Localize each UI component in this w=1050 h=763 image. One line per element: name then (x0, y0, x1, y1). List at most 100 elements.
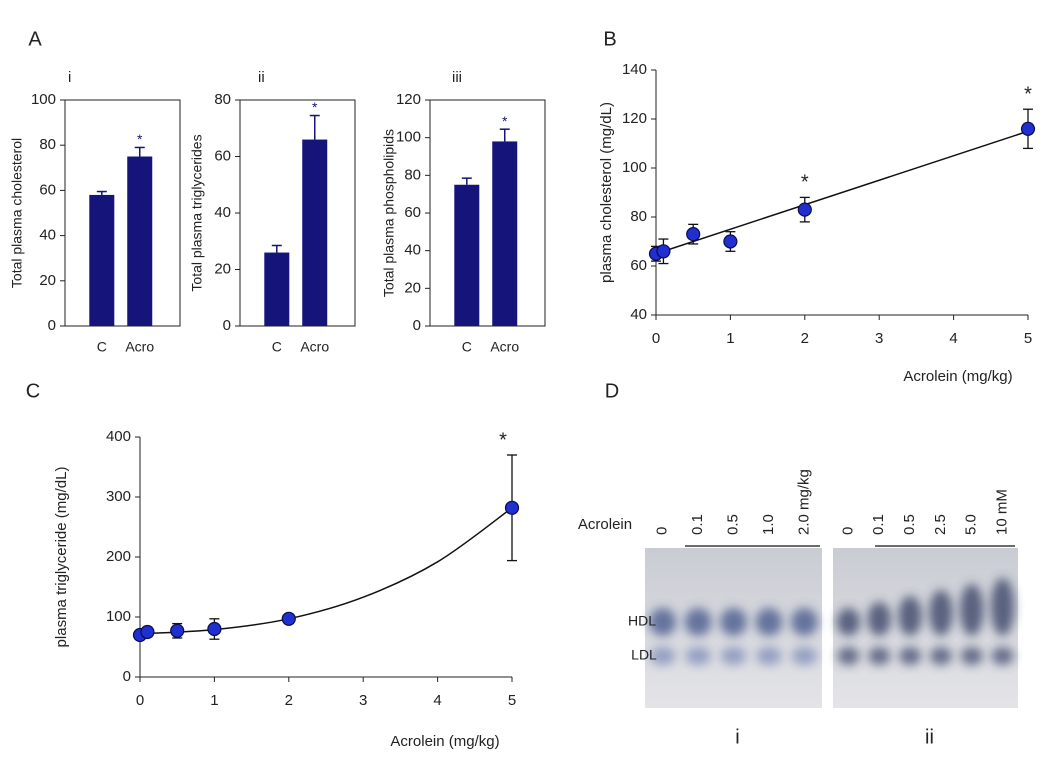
gel-band (720, 608, 747, 636)
gel-band (867, 602, 891, 636)
y-axis-label: plasma triglyceride (mg/dL) (53, 467, 70, 648)
y-tick-label: 100 (622, 159, 647, 176)
y-tick-label: 100 (106, 608, 131, 625)
data-point (1020, 121, 1036, 136)
lane-label: 2.5 (932, 514, 949, 535)
y-tick-label: 0 (413, 317, 421, 334)
significance-mark: * (137, 131, 143, 147)
gel-band (898, 647, 922, 665)
subtitle: i (68, 69, 71, 86)
y-axis-label: Total plasma phospholipids (381, 129, 397, 297)
category-label: C (97, 339, 107, 355)
lane-label: 0 (839, 527, 856, 535)
bar (454, 184, 480, 326)
x-tick-label: 5 (1024, 330, 1032, 347)
data-point (797, 202, 812, 217)
data-point (504, 500, 520, 515)
lane-label: 0.5 (901, 514, 918, 535)
y-tick-label: 140 (622, 61, 647, 78)
gel-label: i (735, 726, 739, 748)
gel-band (837, 647, 860, 665)
significance-mark: * (499, 429, 507, 451)
y-tick-label: 40 (39, 227, 56, 244)
gel-label: ii (925, 726, 934, 748)
x-tick-label: 1 (210, 692, 218, 709)
gel-band (836, 608, 861, 636)
lane-label: 10 mM (994, 489, 1011, 535)
gel-band (720, 647, 747, 665)
gel-band (685, 647, 711, 665)
subtitle: ii (258, 69, 265, 86)
x-tick-label: 1 (726, 330, 734, 347)
category-label: Acro (125, 339, 154, 355)
gel-band (929, 647, 953, 665)
y-tick-label: 0 (123, 668, 131, 685)
y-tick-label: 60 (404, 204, 421, 221)
y-tick-label: 80 (630, 208, 647, 225)
y-tick-label: 120 (396, 91, 421, 108)
gel-band (929, 590, 953, 636)
y-axis-label: Total plasma triglycerides (189, 134, 205, 291)
significance-mark: * (801, 172, 809, 194)
y-tick-label: 0 (223, 317, 231, 334)
y-tick-label: 80 (214, 91, 231, 108)
significance-mark: * (502, 113, 508, 129)
x-tick-label: 2 (285, 692, 293, 709)
gel-band (684, 608, 712, 636)
gel-band (960, 647, 983, 665)
bar (89, 194, 115, 326)
y-tick-label: 20 (39, 272, 56, 289)
gel-band (991, 647, 1014, 665)
gel-band (898, 596, 922, 636)
x-tick-label: 0 (136, 692, 144, 709)
y-tick-label: 300 (106, 488, 131, 505)
y-tick-label: 100 (31, 91, 56, 108)
lane-label: 0 (654, 527, 671, 535)
y-tick-label: 200 (106, 548, 131, 565)
lane-label: 2.0 mg/kg (795, 469, 812, 535)
data-point (281, 611, 296, 626)
data-point (723, 234, 738, 249)
fit-line (655, 130, 1029, 255)
lane-label: 0.1 (870, 514, 887, 535)
gel-band (960, 584, 984, 636)
panel-label: D (605, 380, 619, 402)
significance-mark: * (1024, 83, 1032, 105)
x-tick-label: 3 (359, 692, 367, 709)
data-point (207, 621, 222, 637)
y-axis-label: plasma cholesterol (mg/dL) (598, 102, 615, 283)
gel-band (755, 608, 783, 636)
category-label: C (272, 339, 282, 355)
y-tick-label: 400 (106, 428, 131, 445)
y-tick-label: 80 (404, 166, 421, 183)
category-label: Acro (300, 339, 329, 355)
x-tick-label: 4 (949, 330, 957, 347)
x-tick-label: 5 (508, 692, 516, 709)
row-label: Acrolein (578, 516, 632, 533)
x-tick-label: 2 (801, 330, 809, 347)
plot-frame (64, 99, 181, 327)
lane-label: 0.1 (689, 514, 706, 535)
subtitle: iii (452, 69, 462, 86)
y-tick-label: 40 (404, 242, 421, 259)
category-label: C (462, 339, 472, 355)
y-tick-label: 40 (630, 306, 647, 323)
lane-label: 1.0 (760, 514, 777, 535)
lane-label: 0.5 (724, 514, 741, 535)
y-tick-label: 0 (48, 317, 56, 334)
x-axis-label: Acrolein (mg/kg) (903, 368, 1012, 385)
significance-mark: * (312, 99, 318, 115)
data-point (170, 623, 185, 638)
x-tick-label: 3 (875, 330, 883, 347)
data-point (656, 244, 671, 259)
y-tick-label: 60 (39, 181, 56, 198)
bar (302, 139, 328, 326)
x-tick-label: 0 (652, 330, 660, 347)
y-tick-label: 80 (39, 136, 56, 153)
data-point (140, 624, 155, 640)
bar (492, 141, 518, 326)
y-tick-label: 120 (622, 110, 647, 127)
gel-band (791, 647, 818, 665)
bar (127, 156, 153, 326)
bar (264, 252, 290, 326)
